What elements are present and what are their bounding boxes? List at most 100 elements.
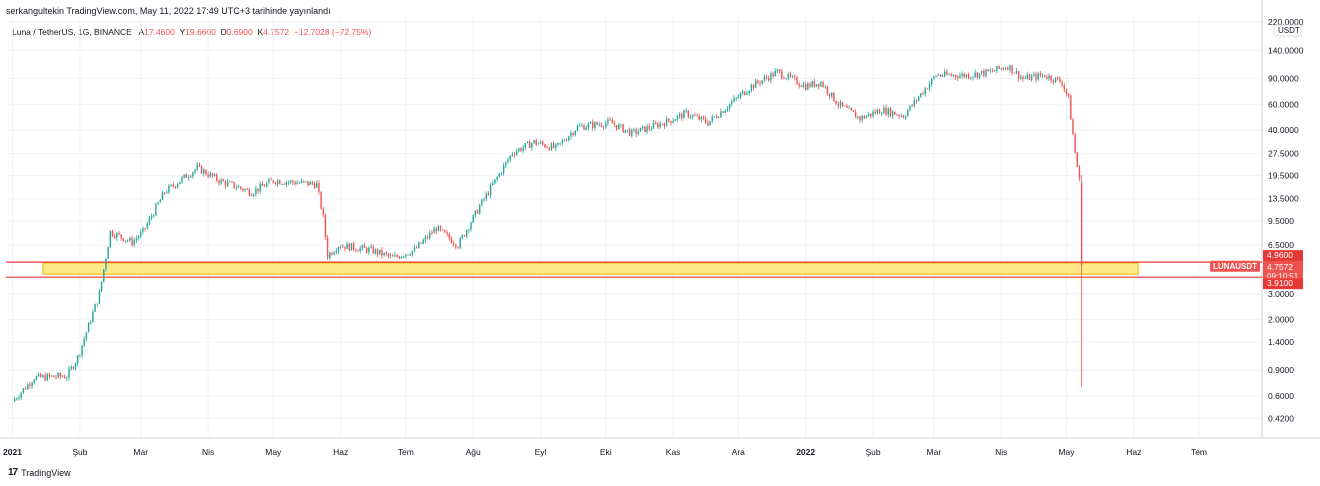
candle-body: [329, 252, 331, 259]
candle-body: [87, 322, 90, 333]
candle-body: [307, 181, 309, 186]
x-tick-label: Eki: [600, 447, 612, 457]
candle-body: [665, 118, 668, 127]
x-tick-label: Eyl: [535, 447, 547, 457]
candle-body: [422, 240, 424, 244]
candle-body: [550, 143, 553, 151]
candle-body: [257, 188, 259, 192]
candle-body: [255, 188, 257, 195]
candle-body: [498, 173, 500, 177]
candle-body: [392, 255, 394, 257]
candle-body: [389, 255, 392, 257]
y-tick-label: 2.0000: [1268, 315, 1294, 325]
candle-body: [1065, 89, 1068, 94]
candle-body: [370, 246, 372, 248]
candle-body: [1043, 75, 1046, 77]
candle-body: [713, 116, 716, 118]
candle-body: [911, 105, 913, 107]
candle-body: [153, 215, 155, 217]
candle-body: [944, 71, 946, 76]
candle-body: [739, 93, 742, 98]
candle-body: [589, 122, 592, 124]
currency-box: [1273, 24, 1303, 37]
candle-body: [817, 84, 820, 87]
tradingview-logo-icon: 17: [8, 467, 18, 478]
candles-group: [13, 64, 1083, 402]
candle-body: [385, 252, 387, 255]
candle-body: [711, 116, 713, 121]
candle-body: [763, 76, 766, 81]
candle-body: [359, 247, 361, 252]
candle-body: [405, 254, 407, 257]
candle-body: [148, 218, 151, 224]
y-tick-label: 13.5000: [1268, 194, 1299, 204]
candle-body: [852, 110, 855, 113]
candle-body: [259, 183, 261, 192]
candle-body: [363, 245, 366, 248]
candle-body: [1057, 77, 1059, 79]
candle-body: [972, 76, 974, 78]
candle-body: [394, 254, 396, 257]
x-tick-label: May: [265, 447, 282, 457]
x-tick-label: Haz: [333, 447, 348, 457]
candle-body: [748, 90, 750, 94]
candle-body: [752, 84, 755, 88]
candle-body: [1022, 76, 1024, 79]
candle-body: [737, 97, 740, 99]
symbol-name[interactable]: Luna / TetherUS, 1G, BINANCE: [12, 27, 132, 37]
candle-body: [837, 104, 839, 106]
candle-body: [698, 115, 700, 120]
candle-body: [685, 110, 687, 112]
candle-body: [474, 210, 477, 216]
low-value: 0.6900: [226, 27, 253, 37]
candle-body: [22, 388, 25, 393]
candle-body: [505, 161, 507, 166]
candle-body: [618, 124, 620, 130]
candle-body: [174, 186, 177, 188]
candle-body: [581, 125, 583, 127]
candle-body: [1067, 93, 1070, 96]
x-tick-label: May: [1058, 447, 1075, 457]
candle-body: [68, 368, 70, 378]
candle-body: [1059, 78, 1061, 83]
candle-body: [859, 116, 861, 121]
candle-body: [324, 214, 327, 238]
x-tick-label: Mar: [927, 447, 942, 457]
candle-body: [885, 107, 887, 115]
candle-body: [246, 189, 248, 191]
candle-body: [670, 120, 672, 123]
candle-body: [83, 338, 85, 346]
y-tick-label: 140.0000: [1268, 46, 1304, 56]
candle-body: [476, 210, 479, 214]
y-tick-label: 19.5000: [1268, 170, 1299, 180]
candle-body: [1041, 75, 1044, 77]
candle-body: [828, 93, 831, 97]
candle-body: [898, 114, 900, 117]
candle-body: [624, 129, 627, 133]
candle-body: [24, 388, 27, 390]
candle-body: [878, 110, 881, 114]
candle-body: [429, 232, 431, 238]
candle-body: [109, 230, 112, 248]
candle-body: [846, 106, 848, 108]
line-price-tag-bg: [1263, 250, 1303, 262]
candle-body: [433, 228, 435, 234]
candle-body: [205, 169, 207, 175]
line-price-tag: 4.9600: [1267, 250, 1293, 260]
x-tick-label: Şub: [72, 447, 87, 457]
candle-body: [678, 113, 681, 116]
candle-body: [492, 183, 494, 186]
candle-body: [431, 232, 433, 234]
candle-body: [587, 123, 590, 128]
price-chart[interactable]: 220.0000 140.0000 90.0000 60.0000 40.0000 27.…: [0, 0, 1320, 462]
candle-body: [844, 105, 846, 107]
candle-body: [641, 126, 644, 128]
tradingview-footer: 17 TradingView: [8, 467, 71, 478]
candle-body: [485, 193, 487, 199]
candle-body: [231, 181, 233, 183]
candle-body: [59, 373, 62, 377]
candle-body: [881, 113, 883, 115]
candle-body: [961, 73, 963, 76]
candle-body: [496, 176, 498, 180]
candle-body: [294, 182, 296, 185]
